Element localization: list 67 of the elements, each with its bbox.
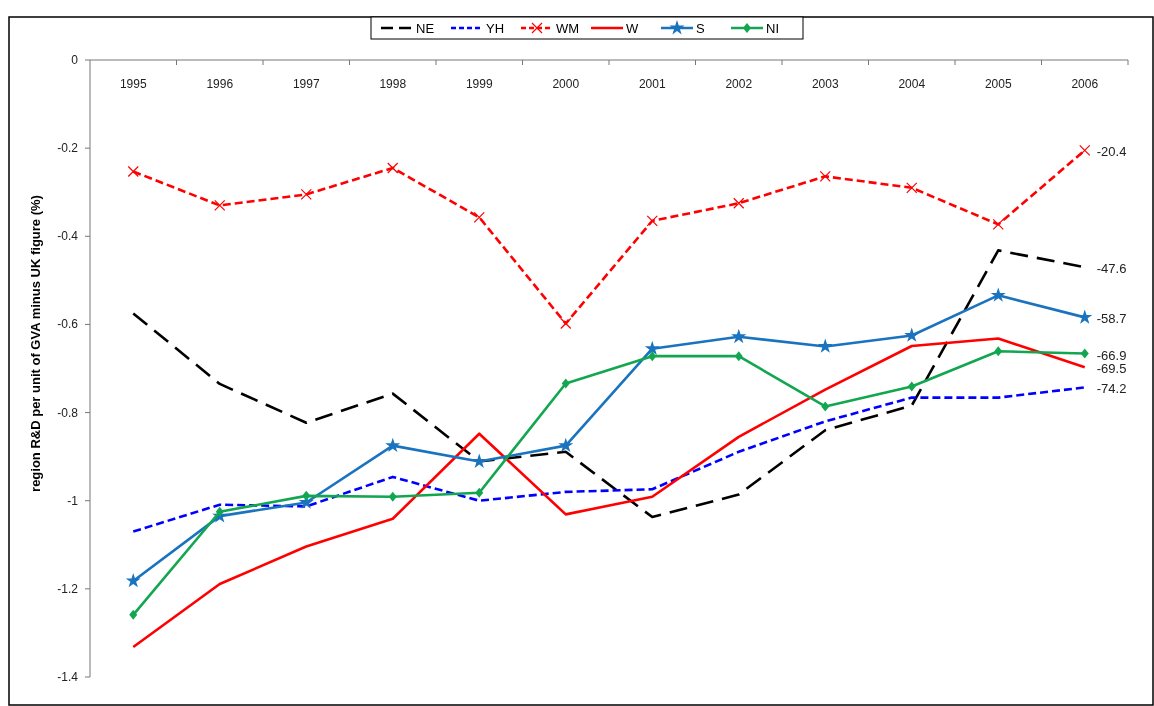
point: [731, 328, 747, 344]
x-tick-label: 2001: [638, 77, 666, 91]
y-tick-label: -0.2: [57, 141, 79, 156]
point: [733, 197, 745, 209]
point: [561, 378, 570, 389]
legend-label: WM: [556, 21, 580, 36]
point: [471, 453, 487, 468]
point: [906, 182, 918, 194]
x-tick-label: 1999: [465, 77, 493, 91]
legend-label: S: [696, 21, 705, 36]
point: [127, 165, 139, 178]
point: [904, 327, 920, 342]
point: [990, 287, 1006, 302]
point: [215, 506, 224, 517]
point: [385, 437, 401, 453]
point: [560, 317, 572, 330]
point: [821, 401, 830, 412]
legend-label: NI: [766, 21, 779, 36]
y-tick-label: -1.2: [57, 581, 79, 596]
x-tick-label: 2004: [898, 77, 926, 91]
y-tick-label: -0.8: [57, 405, 79, 420]
x-tick-label: 1997: [292, 77, 320, 91]
point: [473, 211, 485, 223]
x-tick-label: 2005: [984, 77, 1012, 91]
annotation: -47.6: [1096, 261, 1127, 277]
point: [558, 437, 574, 453]
point: [125, 573, 141, 588]
y-tick-label: -1.4: [57, 670, 79, 684]
point: [214, 199, 226, 212]
point: [907, 381, 916, 392]
annotation: -58.7: [1096, 311, 1127, 327]
line-series: [131, 386, 1087, 533]
legend-label: YH: [486, 21, 505, 36]
point: [644, 340, 660, 356]
point: [1080, 348, 1089, 359]
point: [388, 491, 397, 502]
y-axis-title: region R&D per unit of GVA minus UK figure (%): [28, 195, 43, 492]
y-tick-label: -1: [67, 493, 79, 508]
x-tick-label: 2003: [811, 77, 839, 91]
point: [129, 609, 138, 620]
legend-label: W: [626, 21, 639, 36]
x-tick-label: 2000: [552, 77, 580, 91]
x-tick-label: 2006: [1071, 77, 1099, 91]
legend-label: NE: [416, 21, 435, 36]
annotation: -66.9: [1096, 347, 1127, 363]
y-tick-label: -0.6: [57, 317, 79, 332]
y-tick-label: -0.4: [57, 229, 79, 244]
point: [734, 351, 743, 362]
point: [648, 351, 657, 362]
annotation: -69.5: [1096, 361, 1127, 377]
point: [1079, 144, 1091, 156]
point: [994, 346, 1003, 357]
point: [646, 215, 658, 227]
x-tick-label: 1998: [379, 77, 407, 91]
point: [387, 162, 399, 174]
point: [302, 490, 311, 501]
x-tick-label: 2002: [725, 77, 753, 91]
point: [819, 170, 831, 182]
point: [300, 188, 312, 201]
annotation: -74.2: [1096, 381, 1127, 397]
point: [992, 218, 1004, 230]
x-tick-label: 1995: [119, 77, 147, 91]
y-tick-label: 0: [71, 53, 79, 67]
annotation: -20.4: [1096, 144, 1127, 160]
x-tick-label: 1996: [206, 77, 234, 91]
point: [475, 487, 484, 498]
point: [817, 338, 833, 353]
